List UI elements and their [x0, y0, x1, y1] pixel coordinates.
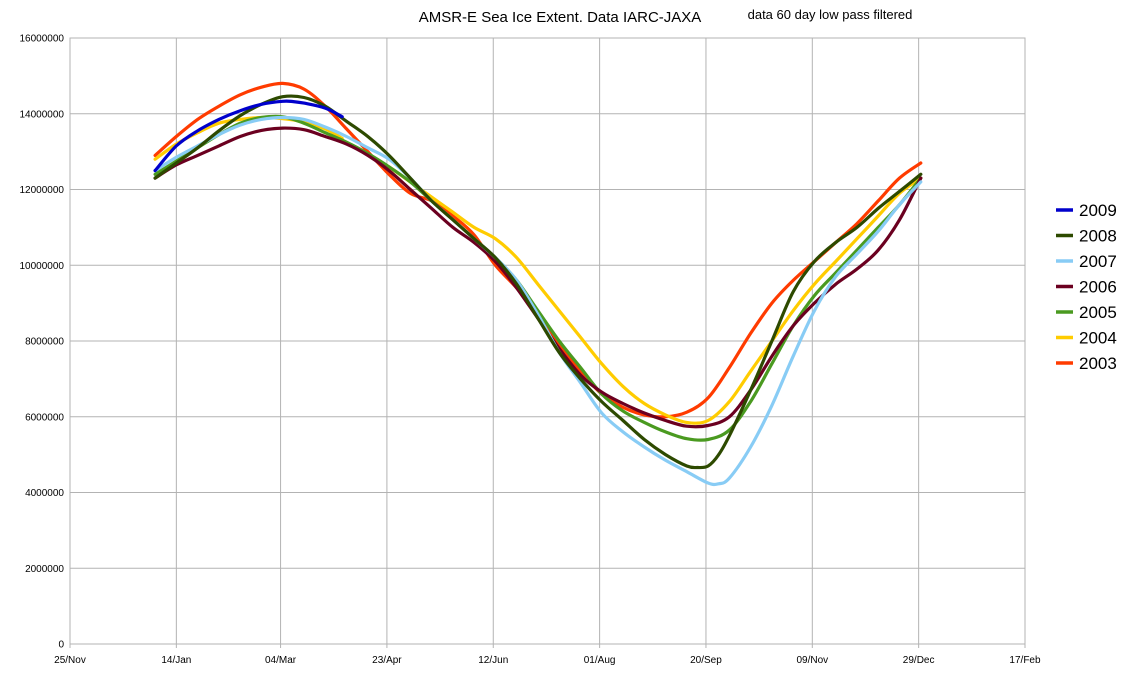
series-2008 [153, 94, 923, 470]
chart-subtitle: data 60 day low pass filtered [748, 7, 913, 22]
y-tick-label: 2000000 [25, 564, 64, 575]
series-layer [153, 81, 923, 487]
legend-label-2008: 2008 [1079, 227, 1117, 246]
x-tick-label: 20/Sep [690, 655, 722, 666]
y-tick-label: 12000000 [20, 185, 65, 196]
legend-label-2004: 2004 [1079, 329, 1117, 348]
y-tick-label: 16000000 [20, 34, 65, 45]
x-tick-label: 04/Mar [265, 655, 297, 666]
y-tick-label: 6000000 [25, 412, 64, 423]
legend-label-2007: 2007 [1079, 252, 1117, 271]
series-line-2009 [153, 99, 344, 173]
legend-label-2006: 2006 [1079, 278, 1117, 297]
x-tick-label: 09/Nov [796, 655, 828, 666]
y-tick-label: 8000000 [25, 337, 64, 348]
legend-label-2009: 2009 [1079, 201, 1117, 220]
x-tick-label: 29/Dec [903, 655, 935, 666]
legend: 2009 2008 2007 2006 2005 2004 2003 [1056, 201, 1117, 373]
x-tick-label: 23/Apr [372, 655, 402, 666]
y-tick-label: 14000000 [20, 109, 65, 120]
series-line-2004-segment [387, 165, 923, 425]
x-tick-label: 12/Jun [478, 655, 508, 666]
chart-title: AMSR-E Sea Ice Extent. Data IARC-JAXA [419, 9, 702, 26]
axes: 0 2000000 4000000 6000000 8000000 10000000 120… [20, 34, 1042, 667]
x-tick-label: 01/Aug [584, 655, 616, 666]
grid [69, 37, 1026, 645]
x-tick-label: 25/Nov [54, 655, 86, 666]
legend-label-2005: 2005 [1079, 303, 1117, 322]
y-tick-label: 0 [58, 640, 64, 651]
series-2009 [153, 99, 344, 173]
legend-label-2003: 2003 [1079, 354, 1117, 373]
x-tick-label: 17/Feb [1009, 655, 1041, 666]
y-tick-label: 4000000 [25, 488, 64, 499]
plot-border [69, 37, 1026, 645]
y-tick-label: 10000000 [20, 261, 65, 272]
x-tick-label: 14/Jan [161, 655, 191, 666]
series-line-2008 [153, 94, 923, 470]
